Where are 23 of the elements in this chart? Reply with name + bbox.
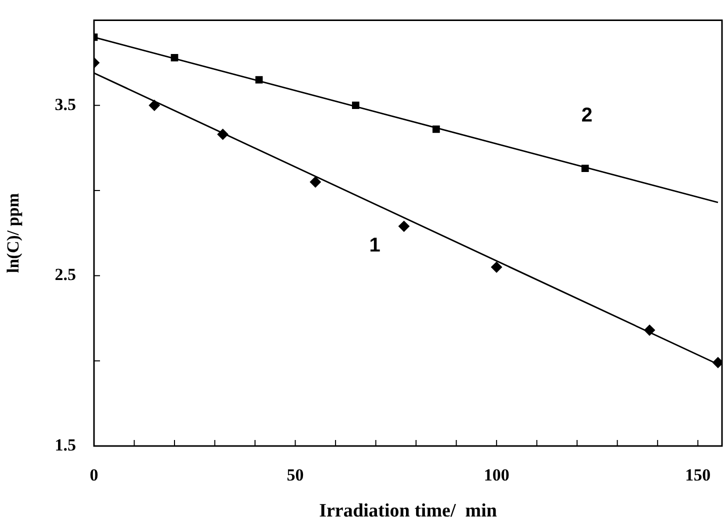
point — [148, 100, 160, 111]
y-axis-title: ln(C)/ ppm — [4, 193, 23, 274]
point — [398, 220, 410, 232]
point — [712, 357, 722, 368]
point — [581, 164, 589, 172]
point — [432, 126, 440, 133]
x-tick-label: 100 — [484, 466, 510, 485]
x-tick-label: 50 — [286, 466, 304, 485]
point — [491, 262, 502, 273]
y-tick-label: 1.5 — [54, 435, 76, 454]
y-tick-label: 3.5 — [54, 94, 76, 114]
x-axis-title: Irradiation time/ min — [319, 500, 498, 522]
point — [644, 324, 656, 336]
point — [217, 128, 228, 140]
series-label: 1 — [369, 234, 380, 257]
x-tick-label: 150 — [685, 466, 711, 485]
point — [255, 76, 263, 84]
point — [170, 54, 178, 62]
point — [310, 176, 321, 188]
y-tick-label: 2.5 — [54, 265, 76, 284]
x-tick-label: 0 — [90, 466, 98, 485]
series-label: 2 — [581, 104, 592, 126]
point — [352, 102, 360, 110]
